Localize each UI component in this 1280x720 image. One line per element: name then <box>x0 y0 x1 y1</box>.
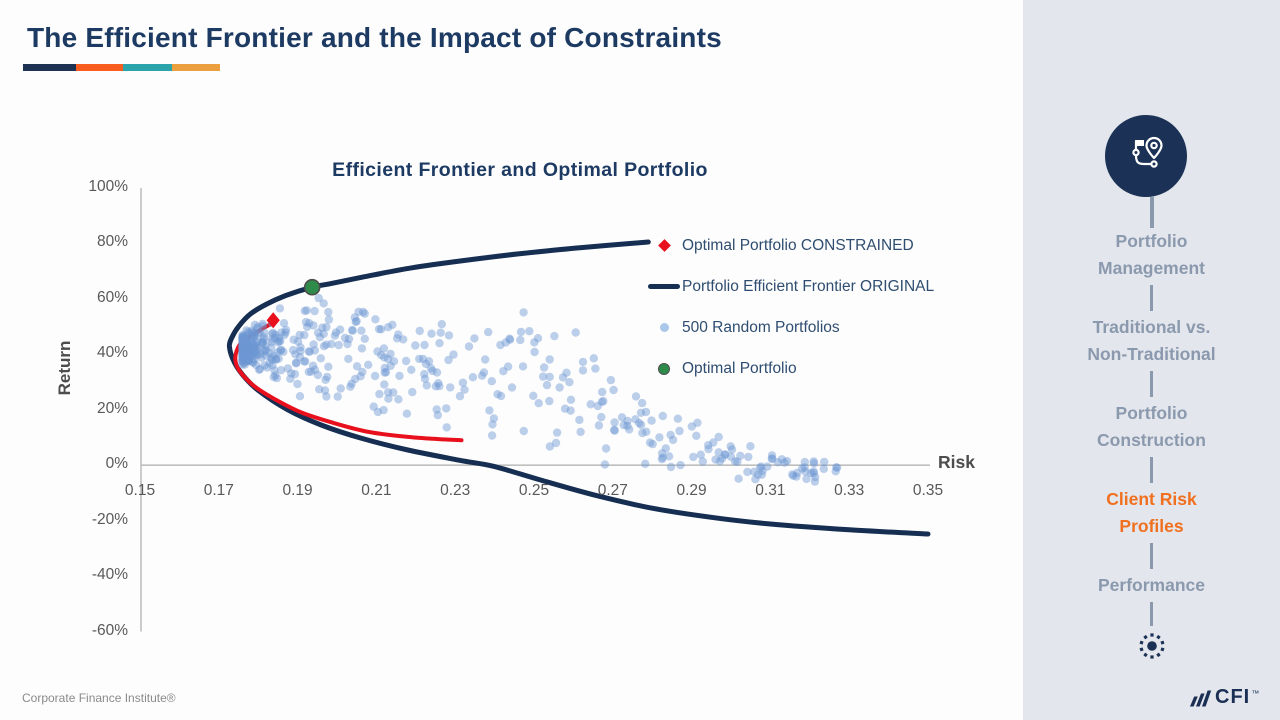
title-underline <box>23 64 220 71</box>
legend-marker-line-icon <box>646 284 682 289</box>
x-tick-label: 0.19 <box>282 482 313 499</box>
legend-item-portfolio-efficient-frontier-original: Portfolio Efficient Frontier ORIGINAL <box>646 266 934 307</box>
title-underline-segment <box>123 64 172 71</box>
sidebar-item-line: Portfolio <box>1115 231 1188 251</box>
y-tick-label: 20% <box>96 399 128 417</box>
legend-label: Portfolio Efficient Frontier ORIGINAL <box>682 277 935 295</box>
sidebar-item-client-risk-profiles: Client Risk Profiles <box>1106 486 1196 540</box>
title-underline-segment <box>172 64 220 71</box>
nav-connector <box>1149 197 1154 228</box>
x-tick-label: 0.29 <box>676 482 707 499</box>
x-tick-label: 0.25 <box>518 482 550 499</box>
y-tick-label: -40% <box>91 566 128 584</box>
optimal-portfolio-constrained-point <box>266 312 280 329</box>
nav-connector <box>1149 371 1154 397</box>
chart-title: Efficient Frontier and Optimal Portfolio <box>332 159 708 181</box>
x-tick-label: 0.33 <box>834 482 865 499</box>
y-tick-label: 100% <box>88 177 128 195</box>
efficient-frontier-constrained-line <box>233 321 464 443</box>
nav-connector <box>1149 285 1154 311</box>
y-tick-label: -60% <box>91 621 128 639</box>
sidebar-item-line: Client Risk <box>1106 489 1197 509</box>
optimal-portfolio-point <box>303 278 321 296</box>
sidebar-item-line: Traditional vs. <box>1092 317 1211 337</box>
legend-label: 500 Random Portfolios <box>682 318 840 336</box>
legend-item-optimal-portfolio-constrained: Optimal Portfolio CONSTRAINED <box>646 225 934 266</box>
plot-canvas <box>140 187 931 632</box>
x-tick-label: 0.23 <box>440 482 471 499</box>
footer-brand-text: Corporate Finance Institute® <box>22 691 176 705</box>
chart-legend: Optimal Portfolio CONSTRAINED Portfolio E… <box>646 225 934 389</box>
sidebar-item-portfolio-construction: Portfolio Construction <box>1097 400 1206 454</box>
nav-connector <box>1149 602 1154 626</box>
sidebar-item-performance: Performance <box>1098 572 1205 599</box>
x-tick-label: 0.21 <box>361 482 392 499</box>
sidebar-item-line: Performance <box>1098 575 1205 595</box>
x-tick-label: 0.35 <box>912 482 944 499</box>
x-tick-label: 0.31 <box>755 482 786 499</box>
x-tick-label: 0.27 <box>597 482 628 499</box>
legend-marker-dot-icon <box>646 323 682 332</box>
sidebar-nav: Portfolio Management Traditional vs. Non-Tr… <box>1023 197 1280 665</box>
y-tick-label: 80% <box>96 233 128 251</box>
sidebar: Portfolio Management Traditional vs. Non-Tr… <box>1023 0 1280 720</box>
y-tick-label: -20% <box>91 510 128 528</box>
sidebar-item-line: Profiles <box>1119 516 1184 536</box>
nav-connector <box>1149 543 1154 569</box>
sidebar-item-line: Non-Traditional <box>1087 344 1216 364</box>
title-underline-segment <box>76 64 123 71</box>
y-tick-label: 40% <box>96 344 128 362</box>
x-tick-label: 0.17 <box>203 482 234 499</box>
sidebar-item-line: Portfolio <box>1115 403 1188 423</box>
route-map-icon-glyph <box>1132 136 1163 168</box>
sidebar-item-portfolio-management: Portfolio Management <box>1098 228 1205 282</box>
legend-item-optimal-portfolio: Optimal Portfolio <box>646 348 934 389</box>
legend-marker-diamond-icon <box>646 239 682 252</box>
x-tick-label: 0.15 <box>124 482 156 499</box>
cfi-logo-bars-icon <box>1190 690 1212 707</box>
y-tick-label: 60% <box>96 288 128 306</box>
cfi-logo: CFI ™ <box>1190 687 1259 707</box>
legend-item-500-random-portfolios: 500 Random Portfolios <box>646 307 934 348</box>
x-axis-title: Risk <box>938 452 975 472</box>
legend-label: Optimal Portfolio <box>682 359 797 377</box>
dotted-sun-icon <box>1138 632 1166 665</box>
sidebar-item-line: Construction <box>1097 430 1206 450</box>
route-map-icon <box>1105 115 1187 197</box>
cfi-logo-tm: ™ <box>1251 689 1260 698</box>
legend-label: Optimal Portfolio CONSTRAINED <box>682 236 914 254</box>
random-portfolios-series <box>238 293 842 486</box>
y-tick-label: 0% <box>105 455 128 473</box>
legend-marker-dot-ring-icon <box>646 362 682 375</box>
sidebar-item-traditional-vs-non-traditional: Traditional vs. Non-Traditional <box>1087 314 1215 368</box>
title-underline-segment <box>23 64 76 71</box>
sidebar-item-line: Management <box>1098 258 1205 278</box>
nav-connector <box>1149 457 1154 483</box>
cfi-logo-text: CFI <box>1215 686 1251 708</box>
page-title: The Efficient Frontier and the Impact of… <box>27 22 722 53</box>
